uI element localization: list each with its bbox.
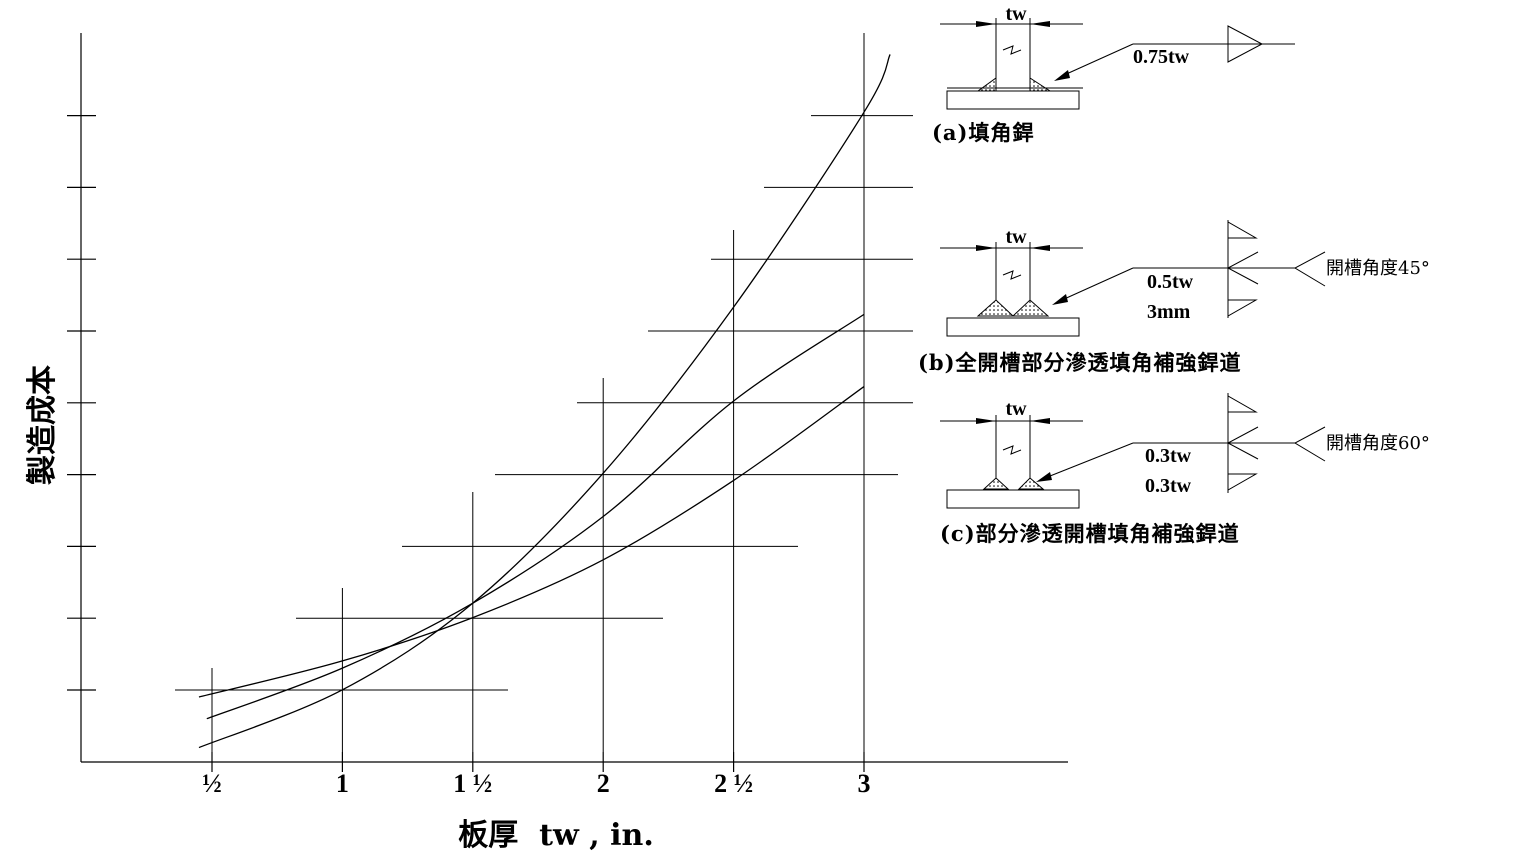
x-tick-label-5: 3 <box>858 769 871 798</box>
x-axis-ticks: ½ 1 1 ½ 2 2 ½ 3 <box>202 752 871 798</box>
detail-a-tw: tw <box>1005 3 1027 25</box>
detail-b-root-label: 3mm <box>1147 301 1191 323</box>
x-tick-label-4: 2 ½ <box>714 769 753 798</box>
detail-a-caption: (a)填角銲 <box>932 120 1034 145</box>
x-axis-label: 板厚 tw , in. <box>458 818 654 853</box>
series-curves <box>198 54 891 749</box>
detail-a-size-label: 0.75tw <box>1133 46 1190 68</box>
x-tick-label-2: 1 ½ <box>453 769 492 798</box>
x-tick-label-3: 2 <box>597 769 610 798</box>
detail-b-caption: (b)全開槽部分滲透填角補強銲道 <box>918 350 1242 375</box>
detail-c-tw: tw <box>1005 398 1027 420</box>
detail-b-tw: tw <box>1005 226 1027 248</box>
weld-detail-c: tw 0.3tw 0.3tw 開槽角度60° (c)部分滲透開槽填角補強銲道 <box>940 393 1430 546</box>
series-curve-0 <box>198 54 891 749</box>
x-tick-label-0: ½ <box>202 769 222 798</box>
weld-detail-b: tw 0.5tw 3mm 開槽角度45° (b)全開槽部分滲透填角補強銲道 <box>918 220 1430 375</box>
detail-b-size-label: 0.5tw <box>1147 271 1194 293</box>
weld-detail-a: tw 0.75tw (a)填角銲 <box>932 3 1295 145</box>
series-curve-2 <box>198 386 865 698</box>
detail-c-size-label-top: 0.3tw <box>1145 445 1192 467</box>
detail-b-angle-label: 開槽角度45° <box>1326 258 1430 279</box>
x-tick-label-1: 1 <box>336 769 349 798</box>
detail-c-angle-label: 開槽角度60° <box>1326 433 1430 454</box>
y-axis-ticks <box>67 114 96 691</box>
y-axis-label: 製造成本 <box>25 365 60 485</box>
detail-c-size-label-bottom: 0.3tw <box>1145 475 1192 497</box>
detail-c-caption: (c)部分滲透開槽填角補強銲道 <box>940 521 1240 546</box>
cross-grid <box>175 33 913 752</box>
series-curve-1 <box>206 313 865 720</box>
